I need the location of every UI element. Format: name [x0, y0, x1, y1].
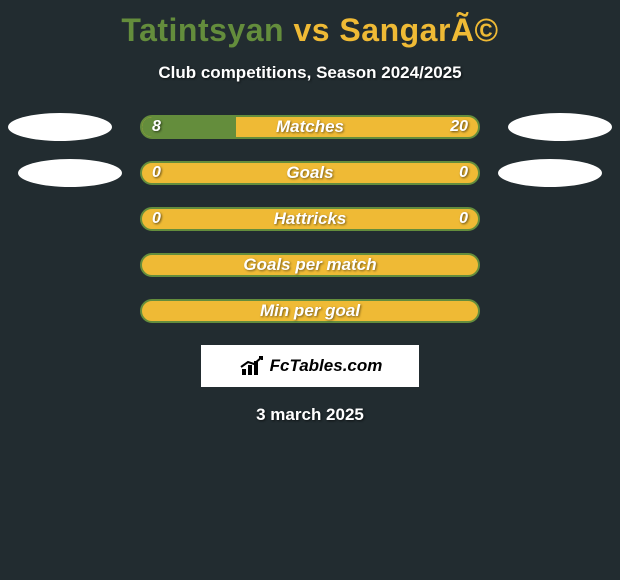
bar-track — [140, 161, 480, 185]
value-left: 0 — [152, 207, 161, 231]
value-right: 0 — [459, 161, 468, 185]
date: 3 march 2025 — [0, 405, 620, 425]
brand-box: FcTables.com — [201, 345, 419, 387]
compare-row: Min per goal — [0, 299, 620, 327]
title-player1: Tatintsyan — [121, 12, 284, 48]
title-vs: vs — [293, 12, 330, 48]
brand-text: FcTables.com — [270, 356, 383, 376]
bar-track — [140, 115, 480, 139]
player1-marker — [18, 159, 122, 187]
bar-track — [140, 207, 480, 231]
value-right: 0 — [459, 207, 468, 231]
bar-track — [140, 299, 480, 323]
player2-marker — [508, 113, 612, 141]
compare-row: 820Matches — [0, 115, 620, 143]
compare-row: 00Hattricks — [0, 207, 620, 235]
compare-row: Goals per match — [0, 253, 620, 281]
value-left: 8 — [152, 115, 161, 139]
compare-row: 00Goals — [0, 161, 620, 189]
compare-rows: 820Matches00Goals00HattricksGoals per ma… — [0, 115, 620, 327]
value-right: 20 — [450, 115, 468, 139]
bar-track — [140, 253, 480, 277]
player2-marker — [498, 159, 602, 187]
value-left: 0 — [152, 161, 161, 185]
subtitle: Club competitions, Season 2024/2025 — [0, 63, 620, 83]
player1-marker — [8, 113, 112, 141]
title-player2: SangarÃ© — [339, 12, 498, 48]
page-title: Tatintsyan vs SangarÃ© — [0, 0, 620, 49]
chart-icon — [238, 355, 266, 377]
